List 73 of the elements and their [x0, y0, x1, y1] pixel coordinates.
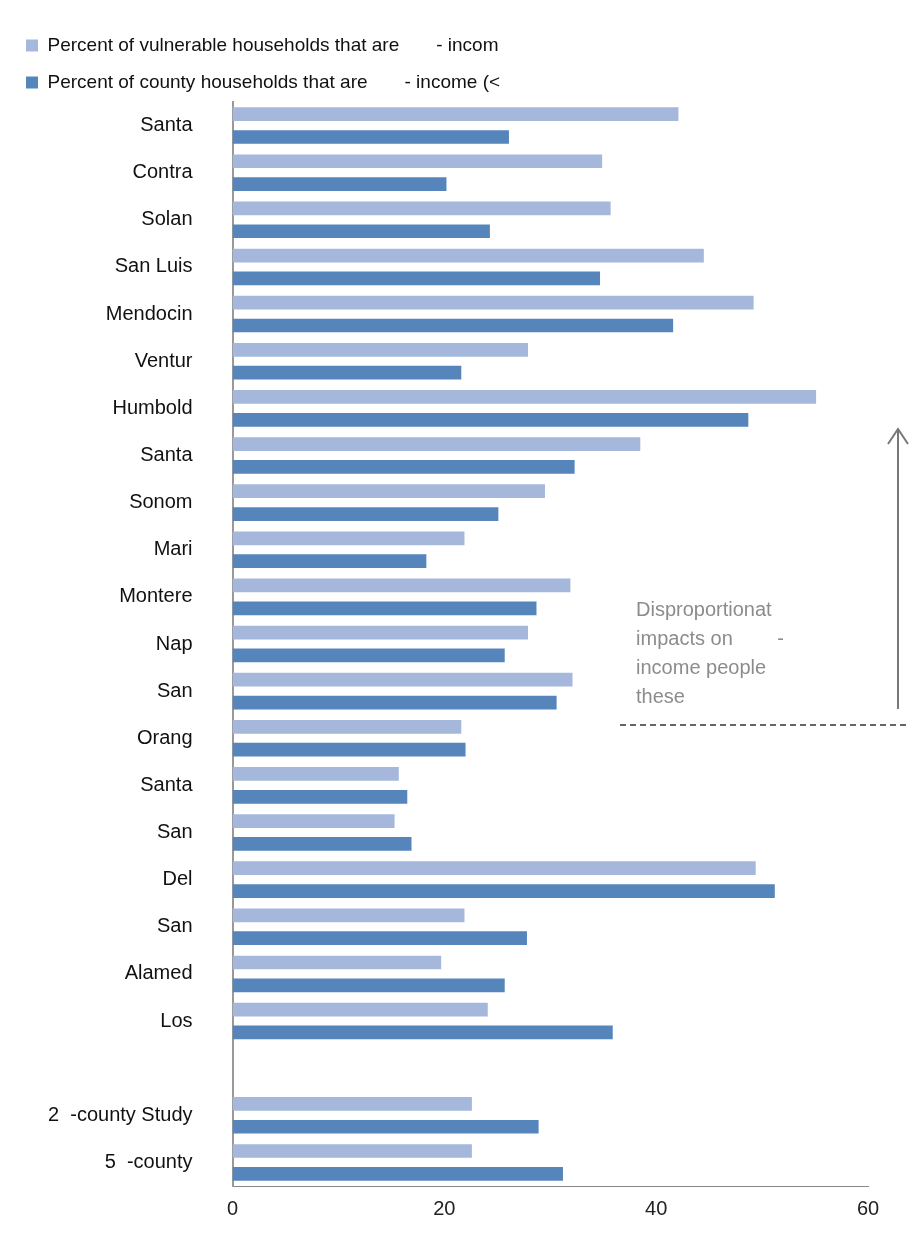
bar — [232, 648, 505, 663]
bar — [232, 295, 754, 310]
bar — [232, 884, 775, 898]
bar — [232, 531, 465, 546]
bar — [232, 130, 509, 144]
bar — [232, 201, 611, 216]
y-tick-label: San — [156, 820, 193, 843]
bar — [232, 224, 490, 239]
y-tick-label: 2 -county Study — [47, 1102, 193, 1125]
x-tick-label: 40 — [645, 1196, 668, 1219]
bar — [232, 460, 575, 474]
bar — [232, 978, 505, 993]
bar — [232, 342, 529, 357]
legend-label: Percent of vulnerable households that are - incom — [47, 33, 499, 55]
bar — [232, 390, 817, 404]
x-tick-label: 0 — [226, 1196, 239, 1219]
bar — [232, 154, 603, 169]
bar — [232, 248, 704, 263]
bar — [232, 271, 601, 286]
y-tick-label: Santa — [140, 772, 194, 795]
bar — [232, 672, 573, 687]
y-tick-label: Contra — [132, 160, 194, 183]
legend-label: Percent of county households that are - income (< — [47, 70, 501, 92]
y-tick-label: Santa — [140, 113, 194, 136]
y-tick-label: Sonom — [129, 490, 193, 513]
x-tick-label: 20 — [433, 1196, 456, 1219]
bar — [232, 578, 571, 593]
bar — [232, 625, 529, 640]
bar — [232, 837, 412, 851]
bar — [232, 695, 557, 710]
y-tick-label: Nap — [155, 631, 193, 654]
bar — [232, 365, 462, 380]
bar — [232, 955, 442, 970]
y-tick-label: Ventur — [134, 348, 193, 371]
bar — [232, 177, 447, 191]
bar — [232, 814, 395, 828]
bar — [232, 861, 756, 876]
bar — [232, 1002, 488, 1017]
bar — [232, 1025, 613, 1040]
bar — [232, 1167, 563, 1181]
bar — [232, 507, 499, 521]
bar — [232, 742, 466, 757]
bar — [232, 719, 462, 734]
bar — [232, 931, 527, 946]
y-tick-label: Santa — [140, 442, 194, 465]
bar — [232, 1097, 472, 1111]
bar — [232, 484, 545, 499]
bar — [232, 1119, 539, 1134]
bar — [232, 554, 427, 569]
y-tick-label: Mari — [153, 537, 193, 560]
y-tick-label: Del — [162, 867, 193, 890]
y-tick-label: San — [156, 678, 193, 701]
y-tick-label: Los — [160, 1008, 193, 1031]
y-tick-label: 5 -county — [104, 1149, 193, 1172]
bar — [232, 789, 408, 804]
y-tick-label: Alamed — [124, 961, 193, 984]
x-tick-label: 60 — [856, 1196, 880, 1219]
annotation: Disproportionat impacts on - income people these — [636, 598, 784, 708]
bar — [232, 412, 749, 427]
bar — [232, 1144, 472, 1158]
y-tick-label: San — [156, 914, 193, 937]
y-tick-label: Montere — [119, 584, 193, 607]
y-tick-label: San Luis — [114, 254, 193, 277]
bar — [232, 767, 399, 781]
bar — [232, 908, 465, 923]
y-tick-label: Mendocin — [105, 301, 193, 324]
y-tick-label: Humbold — [112, 395, 193, 418]
y-tick-label: Orang — [136, 725, 193, 748]
y-tick-label: Solan — [141, 207, 193, 230]
bar — [232, 437, 641, 451]
bar — [232, 318, 674, 333]
bar — [232, 107, 679, 121]
bar — [232, 601, 537, 616]
